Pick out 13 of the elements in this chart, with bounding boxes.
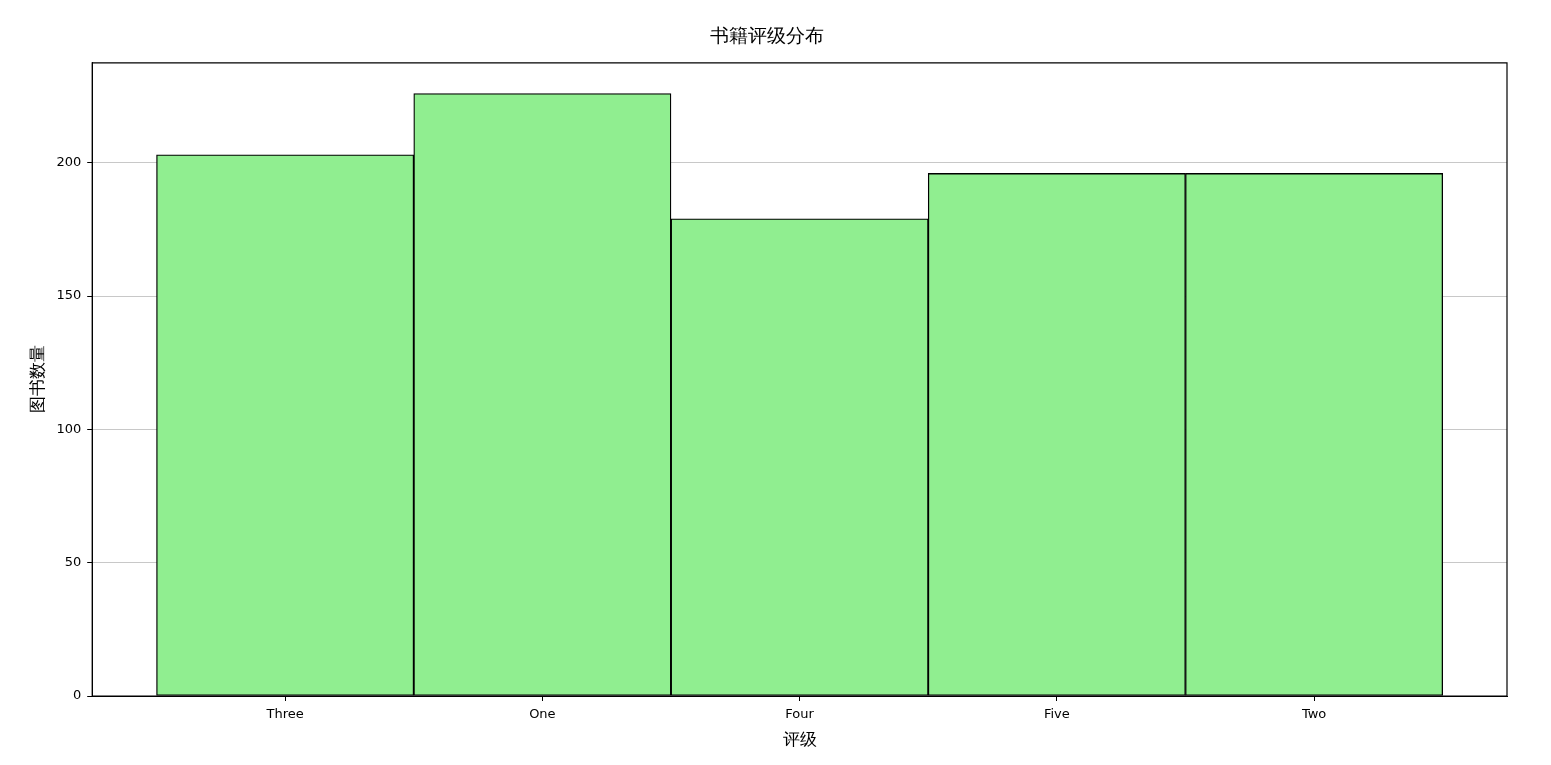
- x-tick-label: Four: [785, 706, 815, 722]
- y-axis-title: 图书数量: [26, 345, 47, 414]
- x-tick-label: Five: [1043, 706, 1070, 722]
- y-tick-label: 200: [56, 154, 82, 170]
- y-tick-label: 0: [72, 687, 82, 703]
- x-tick-label: One: [529, 706, 556, 722]
- chart-title: 书籍评级分布: [709, 24, 824, 47]
- y-tick-label: 100: [56, 420, 82, 436]
- y-tick-label: 50: [64, 554, 82, 570]
- x-axis-title: 评级: [782, 729, 817, 750]
- x-tick-label: Three: [265, 706, 304, 722]
- y-tick-label: 150: [56, 287, 82, 303]
- x-tick-label: Two: [1300, 706, 1327, 722]
